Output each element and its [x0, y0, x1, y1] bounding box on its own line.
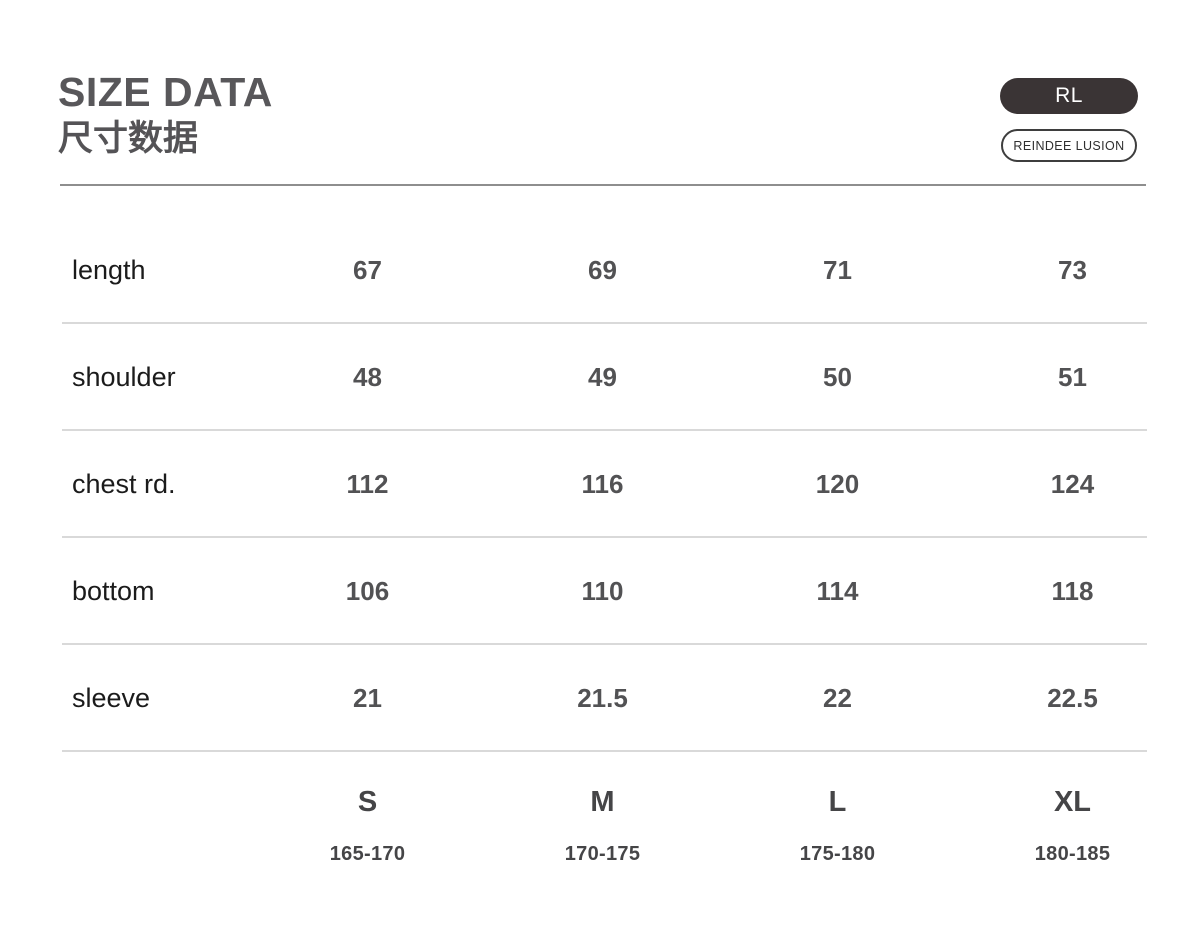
value-cell: 69 [588, 255, 617, 285]
height-range-label: 180-185 [1034, 843, 1111, 866]
size-footer-row: S 165-170 M 170-175 L 175-180 XL 180-185 [60, 752, 1190, 866]
value-cell: 73 [1058, 255, 1087, 285]
row-label: sleeve [72, 683, 151, 713]
size-label: S [357, 786, 378, 818]
value-cell: 21.5 [577, 683, 628, 713]
size-column-xl: XL 180-185 [955, 786, 1190, 866]
row-label: length [72, 255, 146, 285]
value-cell: 112 [346, 469, 389, 499]
brand-logo-text: RL [1055, 84, 1083, 107]
page-subtitle-chinese: 尺寸数据 [58, 118, 199, 158]
size-label: XL [1053, 786, 1092, 818]
height-range-label: 175-180 [799, 843, 876, 866]
value-cell: 67 [353, 255, 382, 285]
table-row-bottom: bottom 106 110 114 118 [60, 538, 1190, 645]
size-column-l: L 175-180 [720, 786, 955, 866]
value-cell: 22.5 [1047, 683, 1098, 713]
value-cell: 116 [581, 469, 624, 499]
value-cell: 71 [823, 255, 852, 285]
height-range-label: 165-170 [329, 843, 406, 866]
page-title-block: SIZE DATA 尺寸数据 [58, 69, 273, 158]
value-cell: 120 [815, 469, 860, 499]
page-title: SIZE DATA [58, 69, 273, 115]
table-row-shoulder: shoulder 48 49 50 51 [60, 324, 1190, 431]
row-label: bottom [72, 576, 155, 606]
value-cell: 110 [581, 576, 624, 606]
value-cell: 48 [353, 362, 382, 392]
header-divider [60, 184, 1146, 186]
value-cell: 21 [353, 683, 382, 713]
brand-logo-badge: RL [1000, 78, 1138, 114]
value-cell: 118 [1051, 576, 1094, 606]
size-column-s: S 165-170 [250, 786, 485, 866]
height-range-label: 170-175 [564, 843, 641, 866]
value-cell: 124 [1050, 469, 1095, 499]
footer-spacer [60, 786, 250, 866]
brand-name-badge: REINDEE LUSION [1001, 129, 1137, 162]
table-row-length: length 67 69 71 73 [60, 217, 1190, 324]
value-cell: 22 [823, 683, 852, 713]
table-row-chest: chest rd. 112 116 120 124 [60, 431, 1190, 538]
value-cell: 106 [345, 576, 390, 606]
size-table: length 67 69 71 73 shoulder 48 49 50 51 … [60, 217, 1190, 866]
row-label: shoulder [72, 362, 176, 392]
value-cell: 50 [823, 362, 852, 392]
table-row-sleeve: sleeve 21 21.5 22 22.5 [60, 645, 1190, 752]
size-column-m: M 170-175 [485, 786, 720, 866]
value-cell: 114 [816, 576, 859, 606]
size-label: M [590, 786, 615, 818]
size-label: L [828, 786, 847, 818]
brand-name-text: REINDEE LUSION [1013, 138, 1125, 153]
row-label: chest rd. [72, 469, 176, 499]
value-cell: 49 [588, 362, 617, 392]
value-cell: 51 [1058, 362, 1087, 392]
